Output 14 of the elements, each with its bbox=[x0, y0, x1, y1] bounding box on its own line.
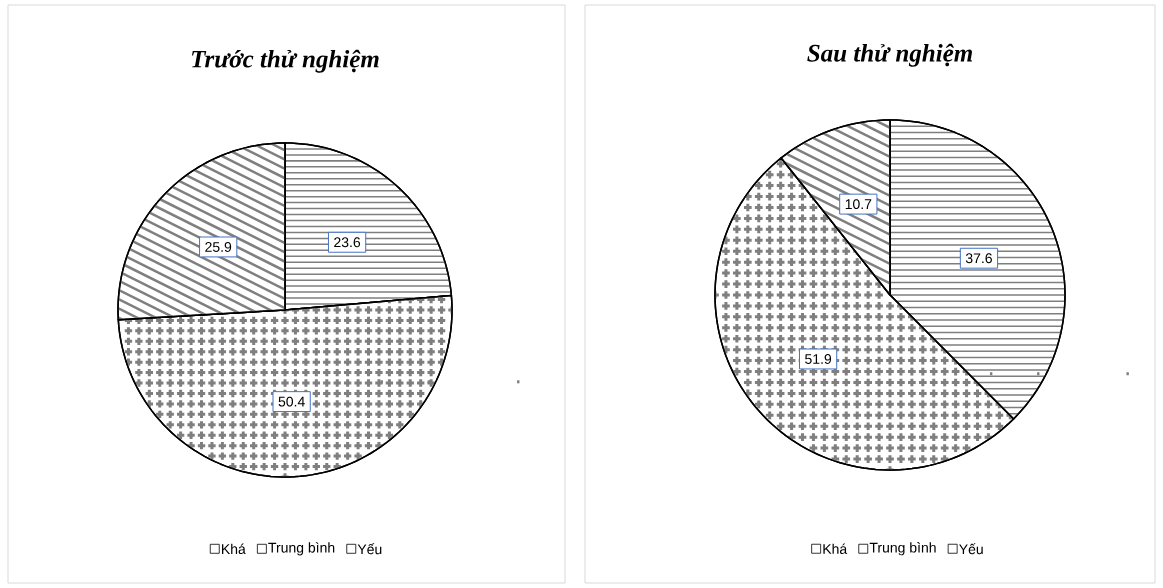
data-label: 50.4 bbox=[278, 396, 305, 407]
data-label: 37.6 bbox=[965, 253, 992, 264]
legend-label: Yếu bbox=[959, 543, 983, 555]
legend-label: Trung bình bbox=[869, 542, 936, 556]
chart-title: Trước thử nghiệm bbox=[191, 49, 379, 73]
legend-label: Trung bình bbox=[268, 542, 335, 556]
legend-label: Yếu bbox=[357, 543, 382, 555]
legend-label: Khá bbox=[823, 543, 848, 554]
data-label: 10.7 bbox=[845, 199, 872, 210]
data-label: 51.9 bbox=[805, 354, 832, 364]
chart-title: Sau thử nghiệm bbox=[807, 43, 973, 67]
data-label: 23.6 bbox=[334, 237, 361, 248]
data-label: 25.9 bbox=[205, 242, 232, 252]
legend-label: Khá bbox=[222, 543, 246, 555]
